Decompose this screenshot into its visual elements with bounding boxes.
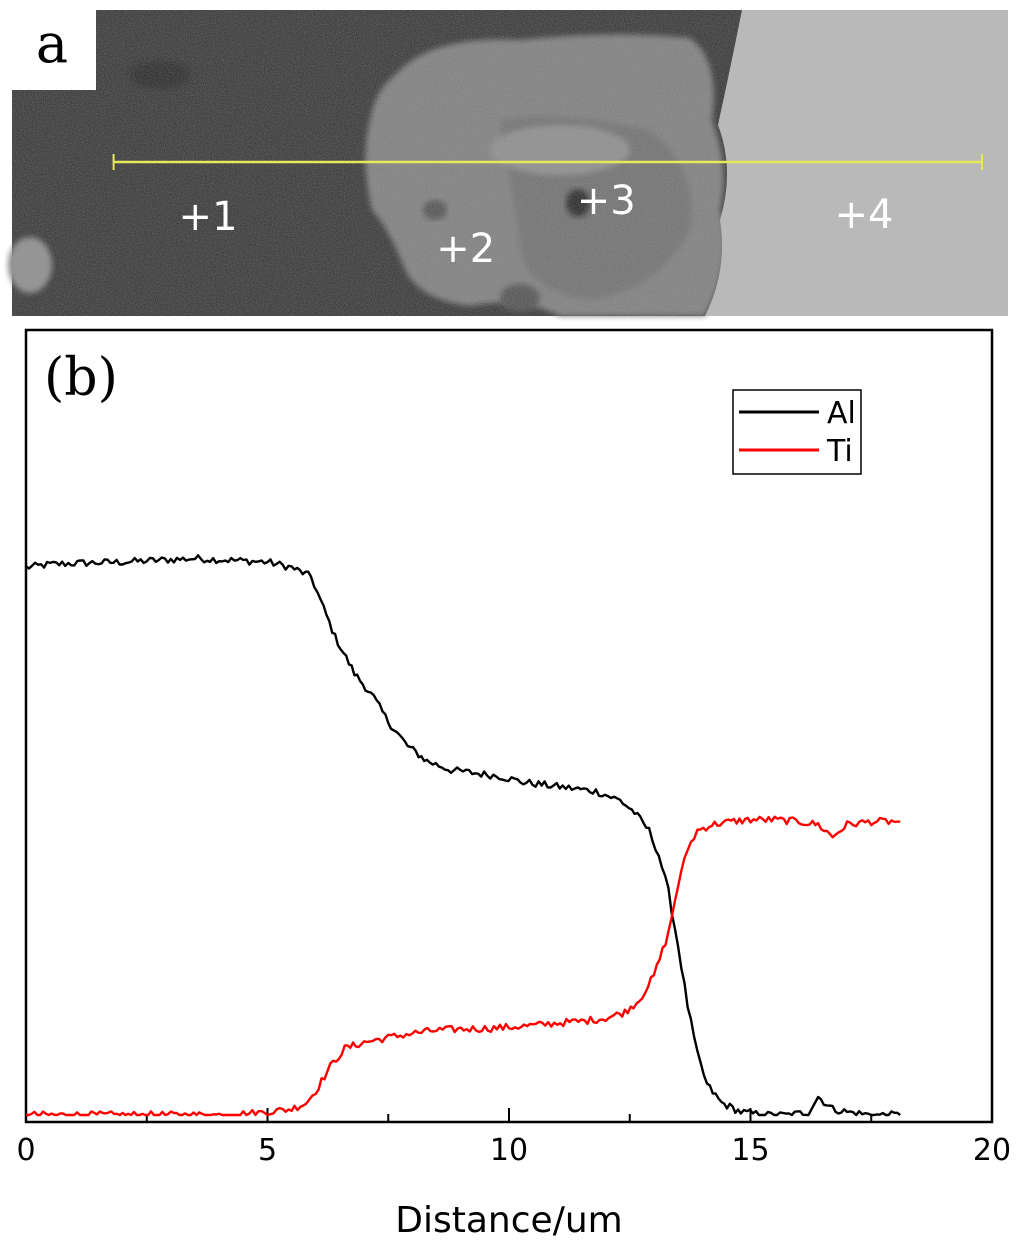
x-tick-label: 15 [731,1133,769,1168]
point-marker: +4 [834,192,893,238]
panel-b-label: (b) [44,348,118,408]
point-markers: +1 +2 +3 +4 [179,178,894,272]
x-tick-label: 10 [490,1133,528,1168]
x-tick-label: 5 [258,1133,277,1168]
x-tick-label: 20 [973,1133,1011,1168]
point-marker: +3 [577,178,636,224]
x-axis-label: Distance/um [395,1200,622,1241]
point-marker: +2 [436,226,495,272]
series-line-al [25,554,901,1117]
legend-label-ti: Ti [826,434,853,469]
sem-micrograph [0,0,1008,316]
legend-box [732,389,862,475]
series-line-ti [26,815,901,1117]
line-scan-path [112,154,983,170]
series [25,554,901,1117]
legend-label-al: Al [827,396,856,431]
point-marker: +1 [179,194,238,240]
x-tick-label: 0 [16,1133,35,1168]
panel-a-label: a [36,12,68,75]
